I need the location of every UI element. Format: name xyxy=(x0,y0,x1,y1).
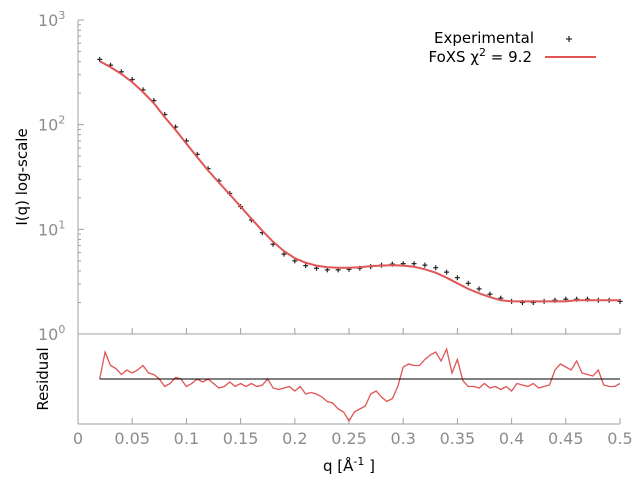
legend-label-foxs-sup: 2 xyxy=(479,46,486,59)
x-tick-label: 0.4 xyxy=(499,429,524,448)
experimental-point xyxy=(476,286,482,292)
x-tick-label: 0.45 xyxy=(548,429,584,448)
x-tick-label: 0.5 xyxy=(607,429,632,448)
legend-label-experimental: Experimental xyxy=(434,29,534,47)
y-tick-label: 100 xyxy=(38,323,65,344)
legend-label-foxs: FoXS χ2 = 9.2 xyxy=(429,46,532,66)
experimental-point xyxy=(433,265,439,271)
main-series-group xyxy=(97,56,623,305)
experimental-point xyxy=(303,263,309,269)
residual-y-axis-title: Residual xyxy=(34,347,52,410)
foxs-fit-line xyxy=(99,60,620,303)
experimental-point xyxy=(454,275,460,281)
experimental-point xyxy=(97,56,103,62)
legend: Experimental FoXS χ2 = 9.2 xyxy=(429,29,596,66)
experimental-point xyxy=(487,291,493,297)
x-tick-label: 0.25 xyxy=(331,429,367,448)
experimental-point xyxy=(422,262,428,268)
x-tick-label: 0 xyxy=(73,429,83,448)
legend-label-foxs-tail: = 9.2 xyxy=(486,48,532,66)
main-y-ticks: 100 101 102 103 xyxy=(38,9,84,344)
experimental-point xyxy=(465,280,471,286)
x-axis-title: q [Å-1 ] xyxy=(323,455,375,475)
x-tick-label: 0.35 xyxy=(440,429,476,448)
x-axis-title-main: q [Å xyxy=(323,456,354,475)
x-ticks: 0 0.05 0.1 0.15 0.2 0.25 0.3 0.35 0.4 0.45 0.5 xyxy=(73,328,633,448)
x-axis-title-tail: ] xyxy=(364,457,375,475)
experimental-point xyxy=(444,269,450,275)
x-tick-label: 0.2 xyxy=(282,429,307,448)
main-y-axis-title: I(q) log-scale xyxy=(13,128,31,225)
x-tick-label: 0.05 xyxy=(114,429,150,448)
x-axis-title-sup: -1 xyxy=(353,455,364,468)
y-tick-label: 101 xyxy=(38,218,65,239)
experimental-point xyxy=(281,251,287,257)
x-tick-label: 0.1 xyxy=(174,429,199,448)
legend-marker-experimental xyxy=(566,36,572,42)
y-tick-label: 102 xyxy=(38,114,65,135)
residual-line xyxy=(99,346,621,423)
legend-label-foxs-main: FoXS χ xyxy=(429,48,480,66)
x-tick-label: 0.15 xyxy=(223,429,259,448)
residual-series-group xyxy=(99,346,621,423)
experimental-point xyxy=(411,261,417,267)
x-tick-label: 0.3 xyxy=(390,429,415,448)
y-tick-label: 103 xyxy=(38,9,65,30)
